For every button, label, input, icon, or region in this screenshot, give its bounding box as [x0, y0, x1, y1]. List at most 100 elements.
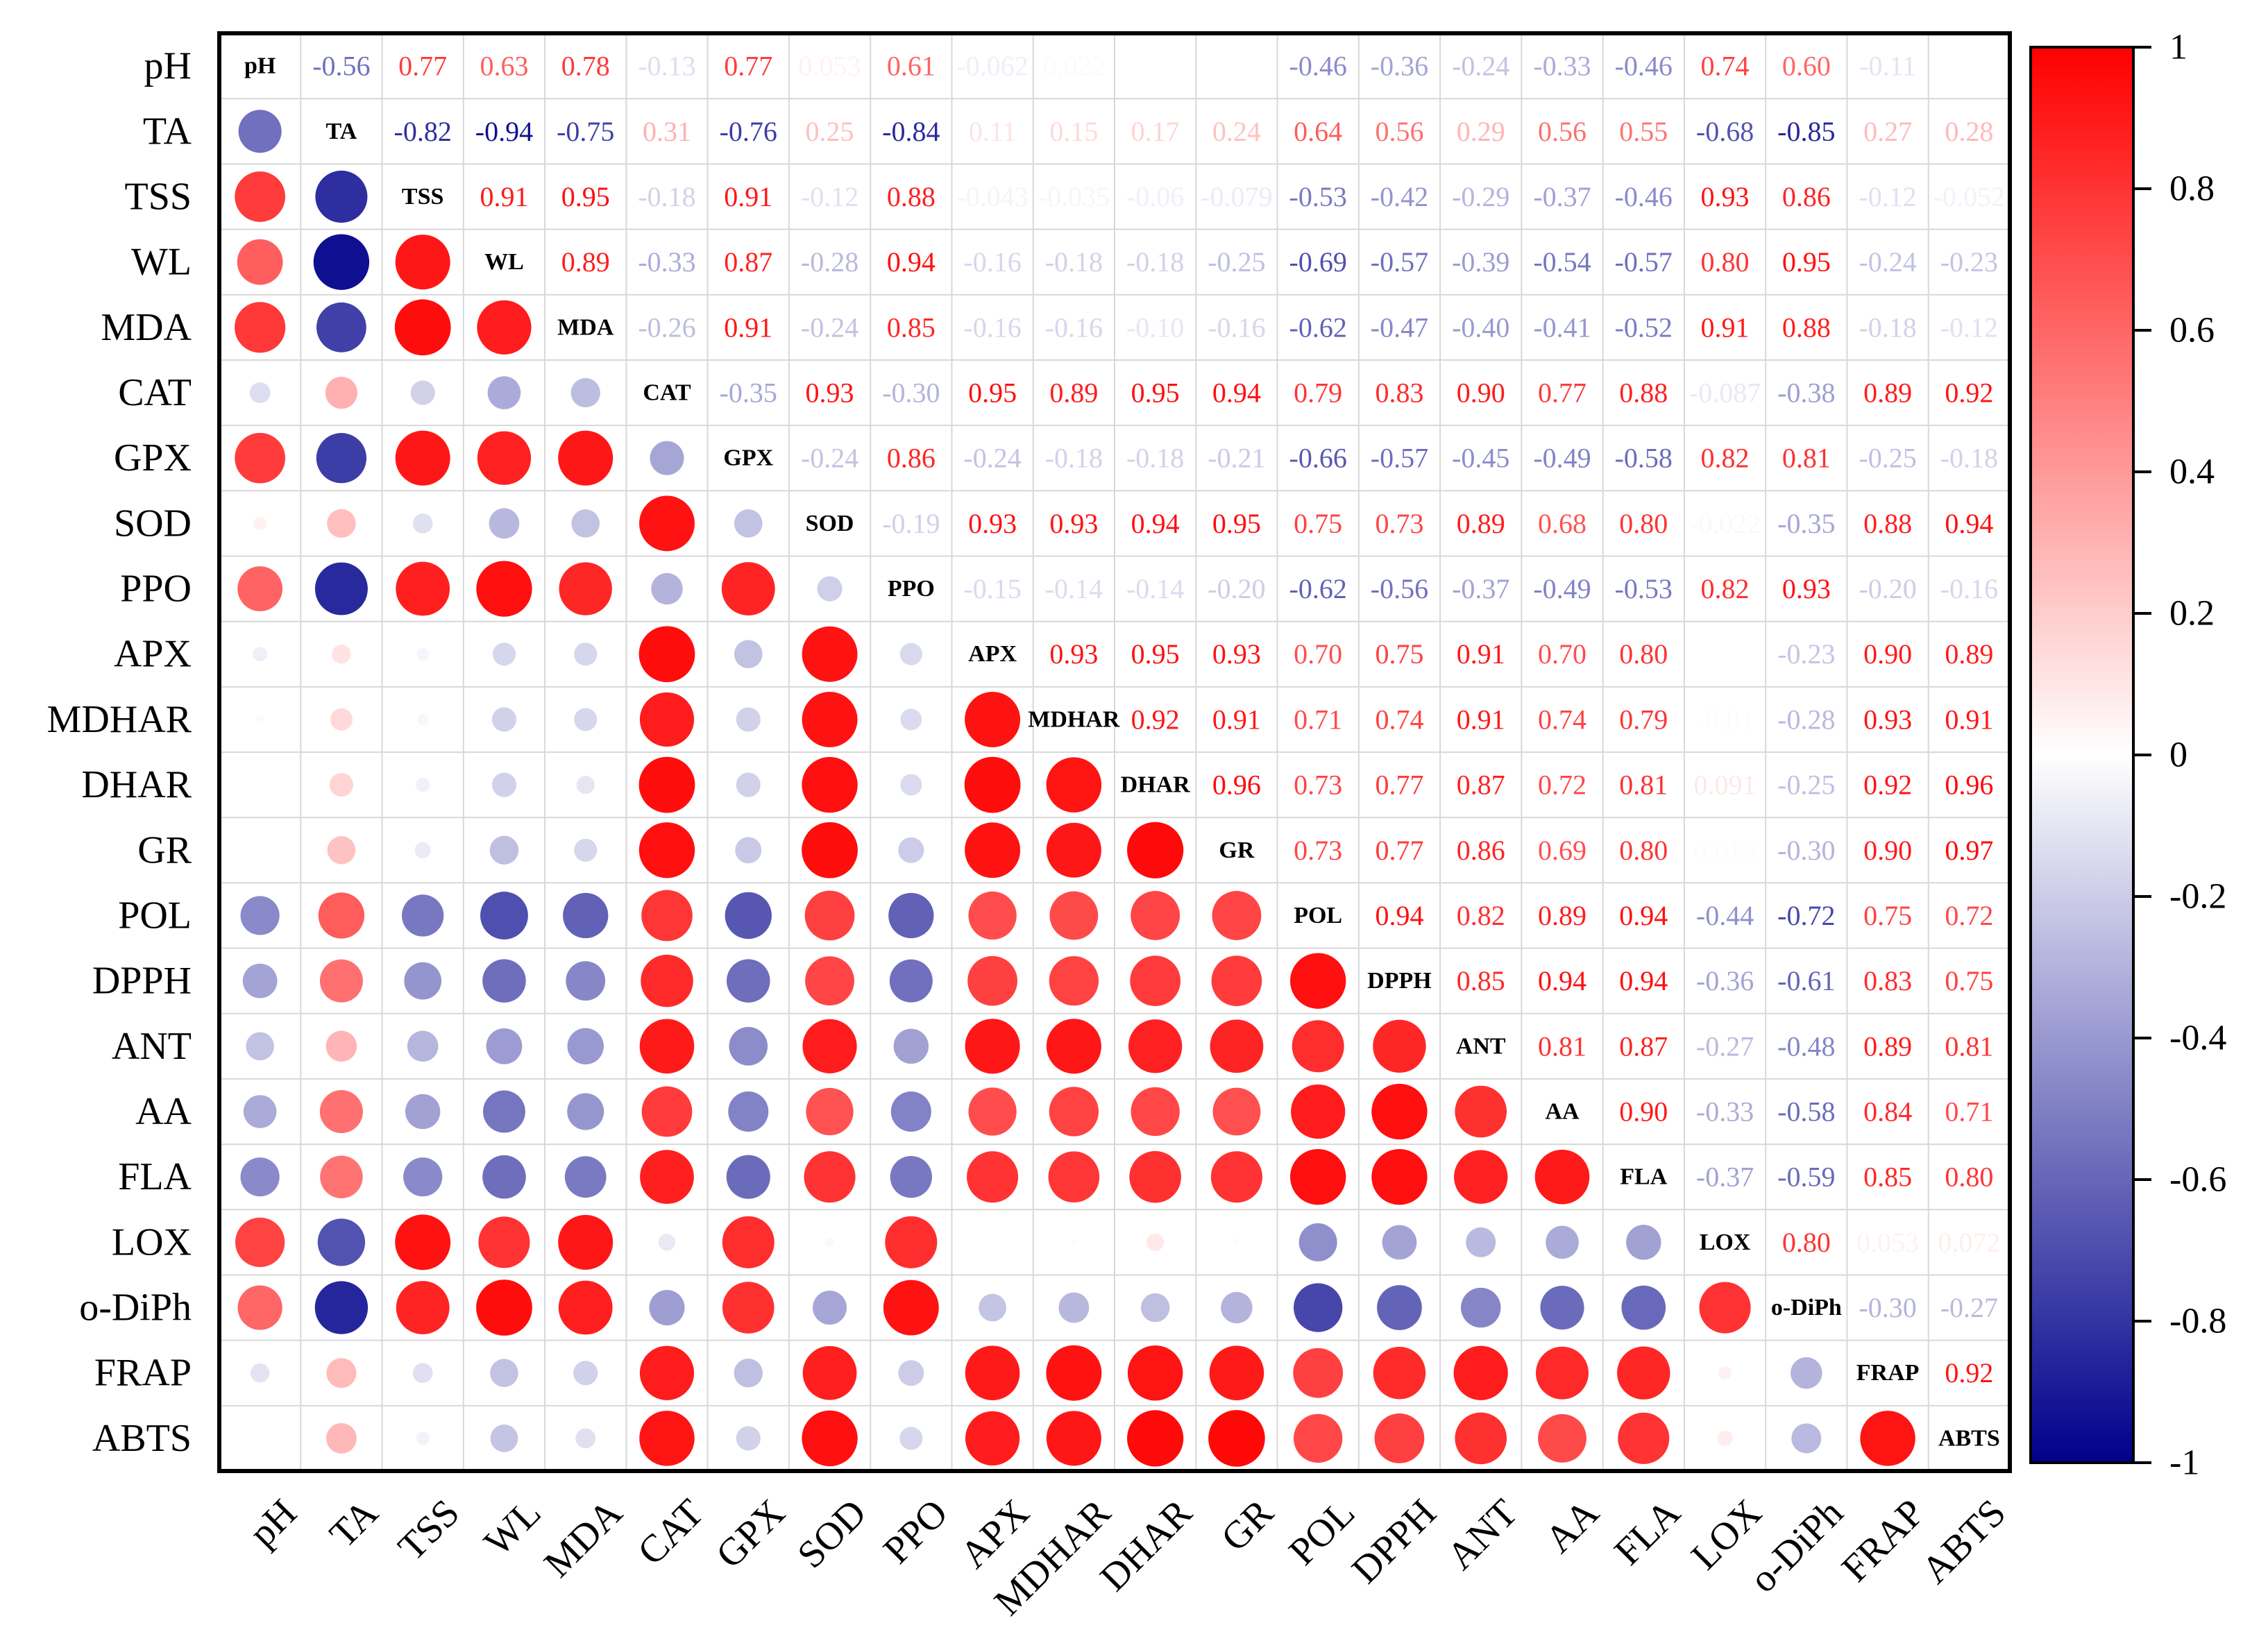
- value-label: 0.95: [1131, 638, 1180, 670]
- x-tick-label-dhar: DHAR: [1092, 1491, 1200, 1599]
- value-label: -0.20: [1208, 573, 1265, 604]
- correlation-circle: [329, 773, 353, 797]
- value-label: 0.93: [1212, 638, 1261, 670]
- correlation-circle: [802, 1019, 857, 1073]
- correlation-circle: [1294, 1283, 1343, 1332]
- value-label: 0.92: [1945, 377, 1993, 409]
- y-tick-label-tss: TSS: [125, 175, 192, 218]
- correlation-circle: [722, 1216, 775, 1268]
- correlation-circle: [1791, 1357, 1822, 1389]
- diagonal-label-ta: TA: [326, 119, 357, 144]
- value-label: -0.13: [638, 51, 695, 82]
- x-tick-label-gr: GR: [1213, 1491, 1282, 1560]
- diagonal-label-sod: SOD: [806, 511, 854, 536]
- value-label: -0.68: [1696, 116, 1754, 147]
- correlation-circle: [641, 954, 693, 1008]
- value-label: 0.63: [480, 51, 528, 82]
- correlation-circle: [482, 959, 526, 1003]
- correlation-circle: [1127, 1410, 1184, 1467]
- correlation-circle: [1127, 822, 1184, 878]
- value-label: 0.56: [1375, 116, 1423, 147]
- value-label: -0.087: [1689, 377, 1761, 409]
- x-tick-label-ta: TA: [321, 1491, 387, 1556]
- value-label: 0.64: [1294, 116, 1342, 147]
- correlation-circle: [1058, 1292, 1090, 1323]
- value-label: 0.70: [1538, 638, 1586, 670]
- correlation-circle: [249, 382, 271, 403]
- value-label: 0.93: [1049, 638, 1098, 670]
- correlation-circle: [242, 963, 278, 998]
- correlation-circle: [1049, 955, 1099, 1006]
- value-label: 0.94: [1619, 965, 1668, 996]
- correlation-circle: [573, 1361, 598, 1386]
- correlation-circle: [574, 838, 598, 862]
- value-label: 0.85: [887, 312, 936, 343]
- value-label: 0.072: [1938, 1227, 2000, 1258]
- value-label: 0.88: [1619, 377, 1668, 409]
- y-tick-label-dhar: DHAR: [81, 763, 192, 806]
- value-label: -0.62: [1289, 312, 1347, 343]
- value-label: 0.69: [1538, 835, 1586, 866]
- correlation-circle: [817, 576, 843, 602]
- value-label: 0.83: [1863, 965, 1912, 996]
- value-label: 0: [1230, 51, 1244, 82]
- value-label: 0.29: [1457, 116, 1505, 147]
- correlation-circle: [487, 376, 521, 409]
- value-label: 0.77: [1375, 770, 1423, 801]
- value-label: -0.41: [1533, 312, 1591, 343]
- value-label: -0.24: [1859, 246, 1916, 278]
- plot-frame: [217, 31, 2012, 1473]
- value-label: -0.36: [1696, 965, 1754, 996]
- correlation-circle: [317, 1218, 366, 1266]
- value-label: -0.26: [638, 312, 695, 343]
- y-tick-label-gpx: GPX: [114, 436, 192, 479]
- correlation-circle: [318, 892, 365, 939]
- correlation-circle: [722, 1282, 775, 1334]
- value-label: 0.81: [1619, 770, 1668, 801]
- diagonal-label-pol: POL: [1294, 903, 1342, 928]
- correlation-circle: [726, 1155, 770, 1199]
- colorbar: 1 0.8 0.6 0.4 0.2 0 -0.2 -0.4 -0.6 -0.8 -1: [2029, 28, 2226, 1483]
- x-tick-label-aa: AA: [1537, 1491, 1607, 1561]
- correlation-circle: [734, 509, 763, 538]
- value-label: 0.77: [1375, 835, 1423, 866]
- correlation-circle: [405, 1094, 441, 1130]
- correlation-circle: [1210, 1151, 1262, 1203]
- colorbar-tick-label: -1: [2169, 1443, 2199, 1483]
- correlation-circle: [1621, 1285, 1666, 1330]
- value-label: -0.56: [1371, 573, 1428, 604]
- value-label: -0.035: [1038, 181, 1110, 212]
- value-label: 0.92: [1945, 1357, 1993, 1388]
- value-label: 0.80: [1619, 835, 1668, 866]
- correlation-circle: [320, 1155, 363, 1198]
- value-label: 0.86: [1782, 181, 1831, 212]
- colorbar-tick-label: -0.8: [2169, 1302, 2226, 1341]
- y-tick-label-lox: LOX: [112, 1221, 192, 1264]
- value-label: -0.24: [801, 312, 858, 343]
- value-label: 0.88: [1782, 312, 1831, 343]
- correlation-circle: [899, 1427, 923, 1450]
- x-tick-label-fla: FLA: [1607, 1491, 1689, 1574]
- value-label: -0.46: [1289, 51, 1347, 82]
- correlation-circle: [576, 775, 595, 794]
- correlation-circle: [1046, 1019, 1101, 1074]
- value-label: 0.95: [968, 377, 1017, 409]
- correlation-circle: [1466, 1227, 1496, 1257]
- correlation-circle: [900, 774, 922, 796]
- correlation-circle: [1373, 1019, 1426, 1073]
- y-tick-label-mda: MDA: [101, 306, 192, 349]
- y-tick-label-pol: POL: [118, 894, 192, 937]
- value-label: 0.94: [1375, 900, 1423, 931]
- colorbar-tick-label: 0.6: [2169, 311, 2215, 350]
- value-label: -0.14: [1126, 573, 1184, 604]
- value-label: -0.30: [1777, 835, 1835, 866]
- correlation-circle: [639, 495, 695, 552]
- correlation-circle: [964, 756, 1021, 813]
- value-label: 0.93: [1049, 508, 1098, 539]
- correlation-circle: [407, 1030, 439, 1062]
- value-label: 0.87: [1619, 1030, 1668, 1062]
- correlation-circle: [1454, 1150, 1508, 1204]
- correlation-circle: [325, 1030, 357, 1062]
- correlation-circle: [806, 1087, 854, 1136]
- value-label: -0.25: [1777, 770, 1835, 801]
